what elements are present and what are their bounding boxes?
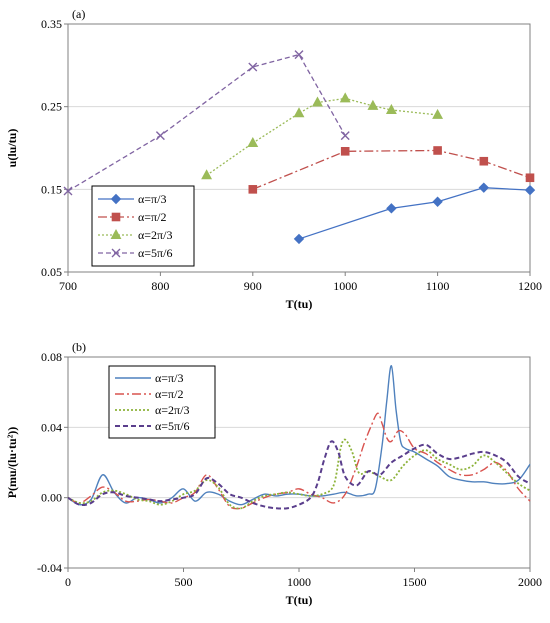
series-0-marker <box>432 196 443 207</box>
series-2-marker <box>367 99 379 110</box>
y-tick-label: 0.00 <box>41 491 62 505</box>
x-tick-label: 500 <box>175 575 193 589</box>
legend-label-3: α=5π/6 <box>155 419 189 433</box>
series-1-marker <box>433 146 442 155</box>
y-axis-label: u(lu/tu) <box>5 129 19 168</box>
series-0-marker <box>524 184 536 196</box>
x-tick-label: 800 <box>151 279 169 293</box>
series-2-marker <box>385 103 397 114</box>
series-line-0 <box>298 187 531 240</box>
series-line-1 <box>252 149 531 190</box>
y-tick-label: 0.35 <box>41 17 62 31</box>
legend-label-0: α=π/3 <box>155 371 183 385</box>
y-tick-label: 0.25 <box>41 100 62 114</box>
series-1-marker <box>525 173 535 183</box>
x-tick-label: 1500 <box>403 575 427 589</box>
y-tick-label: 0.08 <box>41 350 62 364</box>
series-line-1 <box>67 412 531 510</box>
series-3-marker <box>294 50 304 60</box>
series-2-marker <box>432 108 444 119</box>
legend-label-1: α=π/2 <box>155 387 183 401</box>
y-tick-label: 0.15 <box>41 182 62 196</box>
plot-area-border <box>67 23 531 273</box>
legend-marker-0 <box>110 193 122 205</box>
series-2-marker <box>247 136 259 148</box>
legend-marker-1 <box>111 212 121 222</box>
series-line-2 <box>67 438 531 510</box>
series-0-marker <box>386 203 397 214</box>
x-tick-label: 900 <box>244 279 262 293</box>
series-3-marker <box>248 62 258 72</box>
x-tick-label: 0 <box>65 575 71 589</box>
series-0-marker <box>293 233 305 245</box>
series-1-marker <box>248 185 258 194</box>
series-3-marker <box>340 131 350 141</box>
legend-label-1: α=π/2 <box>138 210 166 224</box>
x-axis-label: T(tu) <box>286 297 313 311</box>
series-line-3 <box>67 440 531 510</box>
x-tick-label: 1100 <box>426 279 450 293</box>
series-3-marker <box>63 186 73 196</box>
legend-label-2: α=2π/3 <box>138 228 172 242</box>
panel-label: (a) <box>72 7 85 21</box>
legend-label-3: α=5π/6 <box>138 246 172 260</box>
series-1-marker <box>340 147 350 156</box>
legend-label-2: α=2π/3 <box>155 403 189 417</box>
x-axis-label: T(tu) <box>286 593 313 607</box>
x-tick-label: 1000 <box>287 575 311 589</box>
x-tick-label: 700 <box>59 279 77 293</box>
y-tick-label: 0.05 <box>41 265 62 279</box>
series-1-marker <box>479 156 489 166</box>
legend-marker-2 <box>110 228 122 239</box>
series-line-2 <box>206 97 438 176</box>
series-2-marker <box>293 107 305 118</box>
x-tick-label: 1000 <box>333 279 357 293</box>
series-2-marker <box>339 92 351 103</box>
series-2-marker <box>312 96 323 107</box>
x-tick-label: 1200 <box>518 279 542 293</box>
series-2-marker <box>201 169 213 180</box>
y-tick-label: -0.04 <box>37 561 62 575</box>
panel-label: (b) <box>72 340 86 354</box>
legend-label-0: α=π/3 <box>138 192 166 206</box>
y-tick-label: 0.04 <box>41 420 62 434</box>
series-0-marker <box>478 182 490 193</box>
y-axis-label: P(mu/(lu·tu²)) <box>5 427 19 499</box>
legend-marker-3 <box>111 248 121 258</box>
x-tick-label: 2000 <box>518 575 542 589</box>
series-3-marker <box>155 131 165 141</box>
